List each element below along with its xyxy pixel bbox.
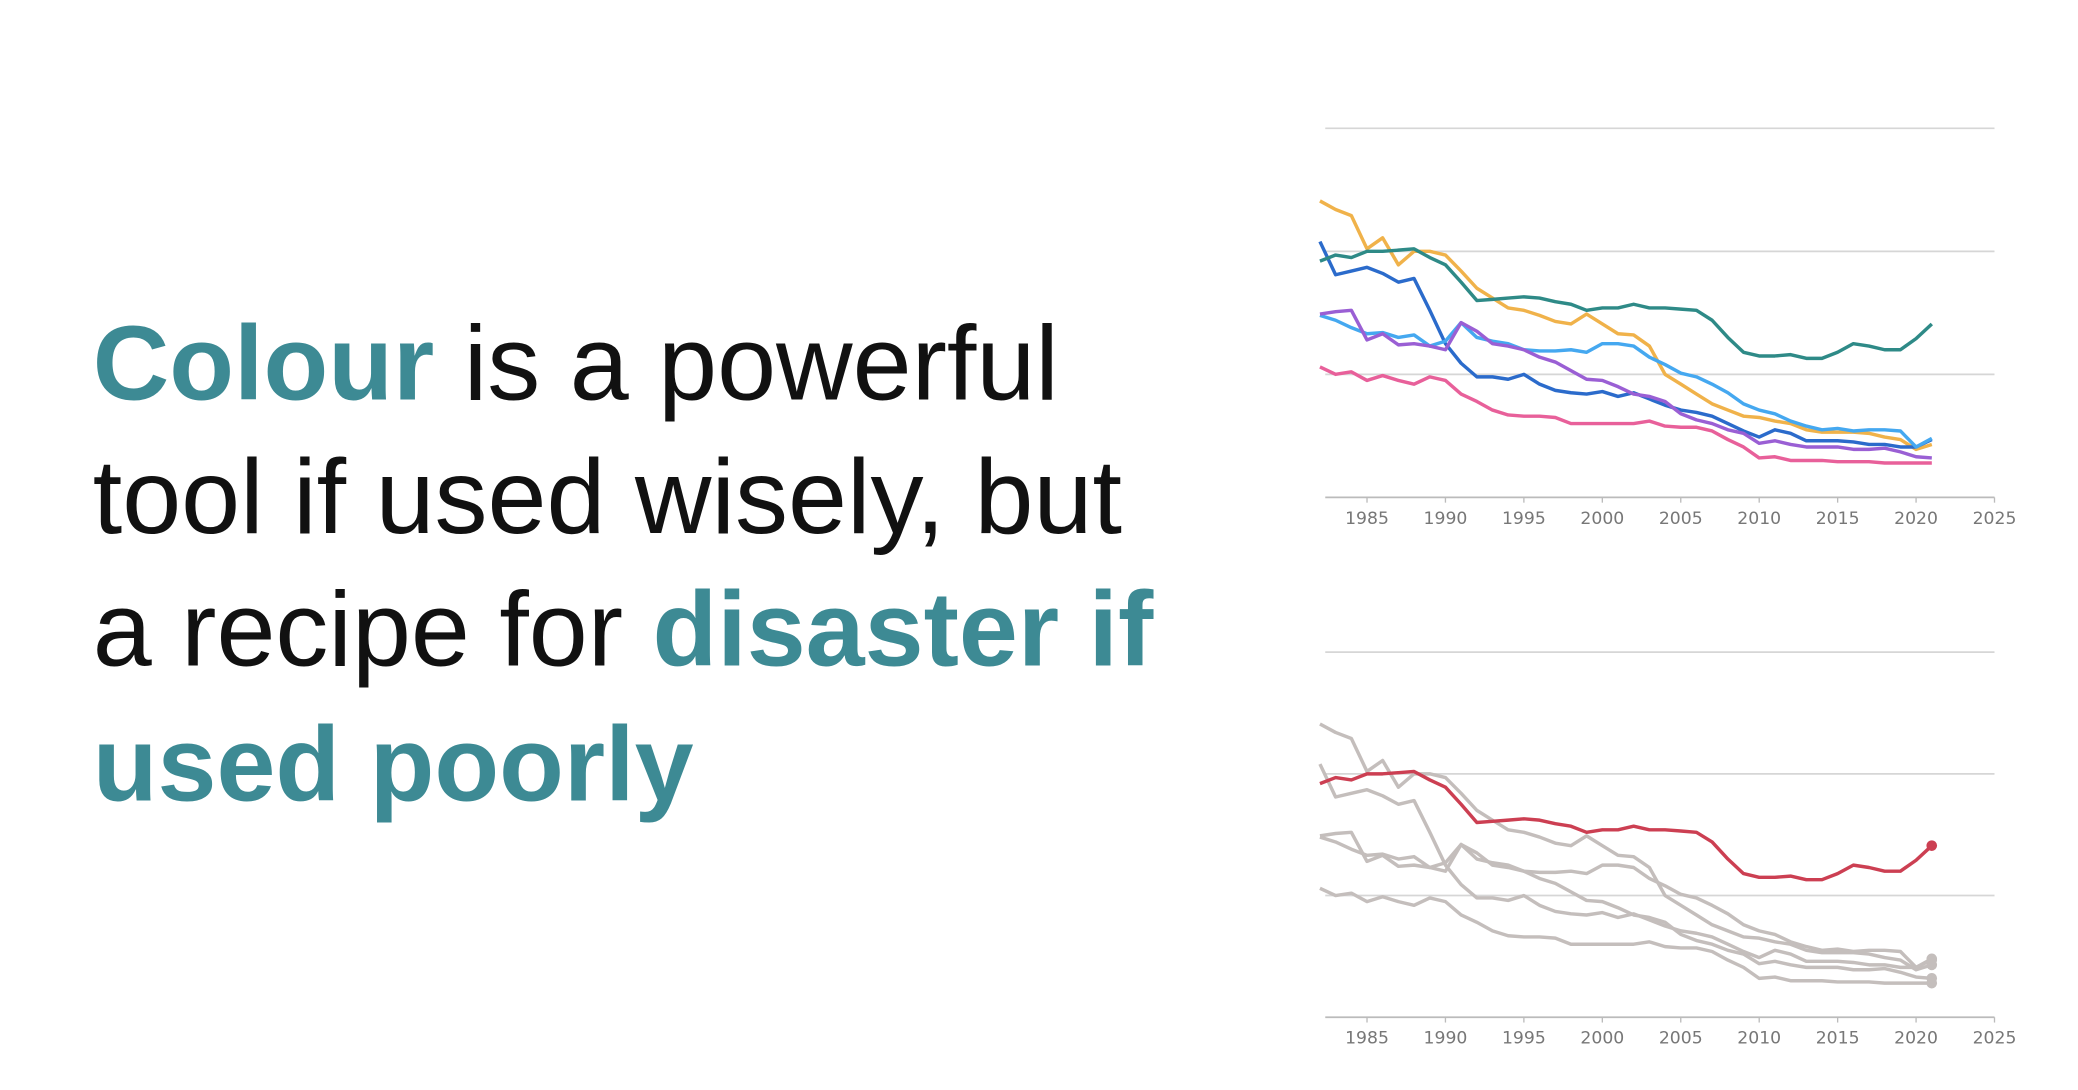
x-tick-label: 2020 <box>1894 509 1938 529</box>
series-line <box>1318 240 1933 449</box>
series-line <box>1319 830 1932 981</box>
series-line <box>1319 835 1933 970</box>
headline-emphasis: disaster if <box>653 570 1155 688</box>
series-line <box>1319 365 1932 465</box>
headline-text: is a powerful <box>464 305 1059 423</box>
x-tick-label: 1985 <box>1345 509 1389 529</box>
x-tick-label: 2000 <box>1580 509 1624 529</box>
headline-text: tool if used wisely, but <box>93 438 1122 556</box>
x-tick-label: 2005 <box>1659 509 1703 529</box>
x-tick-label: 2010 <box>1737 509 1781 529</box>
x-tick-label: 2005 <box>1659 1029 1703 1049</box>
series-line <box>1319 769 1933 882</box>
headline-line: a recipe for disaster if <box>93 570 1154 688</box>
x-tick-label: 1995 <box>1502 509 1546 529</box>
headline-line: tool if used wisely, but <box>93 438 1122 556</box>
series-line <box>1319 247 1933 361</box>
x-tick-label: 2015 <box>1816 509 1860 529</box>
headline-text: a recipe for <box>93 570 623 688</box>
x-tick-label: 2025 <box>1973 1029 2017 1049</box>
x-tick-label: 1990 <box>1424 1029 1468 1049</box>
series-line <box>1319 313 1933 449</box>
series-line <box>1318 763 1933 970</box>
x-tick-label: 2020 <box>1894 1029 1938 1049</box>
series-line <box>1319 308 1932 460</box>
x-tick-label: 2025 <box>1973 509 2017 529</box>
headline-emphasis: used poorly <box>93 705 694 823</box>
x-tick-label: 1985 <box>1345 1029 1389 1049</box>
end-marker <box>1926 953 1938 965</box>
x-tick-label: 2010 <box>1737 1029 1781 1049</box>
series-line <box>1319 886 1932 985</box>
headline-emphasis: Colour <box>93 305 435 423</box>
x-tick-label: 2000 <box>1580 1029 1624 1049</box>
end-marker <box>1926 977 1938 989</box>
x-tick-label: 2015 <box>1816 1029 1860 1049</box>
x-tick-label: 1990 <box>1424 509 1468 529</box>
end-marker <box>1926 840 1938 851</box>
headline-line: Colour is a powerful <box>93 305 1059 423</box>
x-tick-label: 1995 <box>1502 1029 1546 1049</box>
